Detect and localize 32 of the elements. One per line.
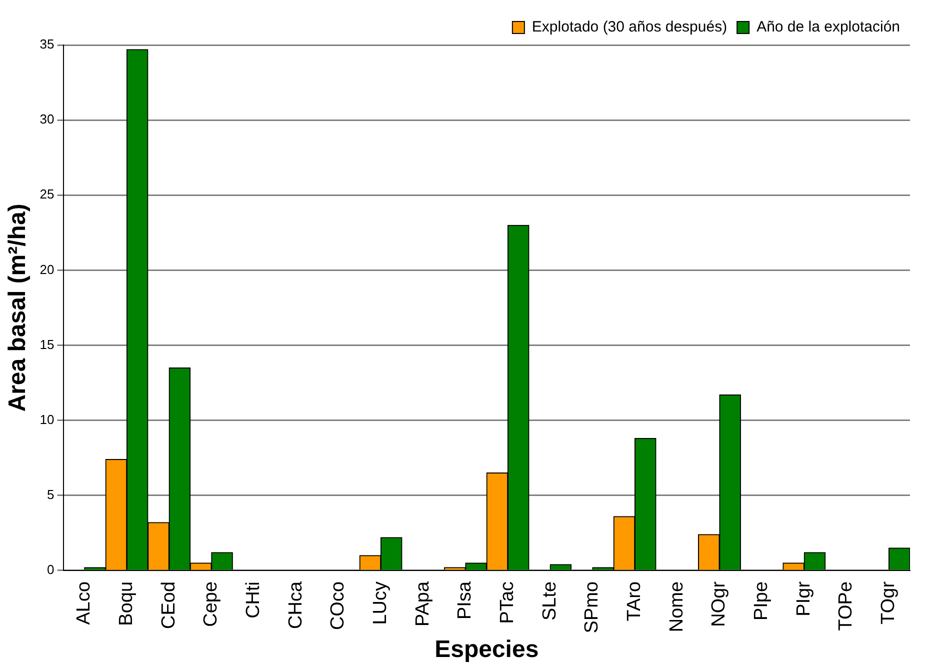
x-tick-label: PIpe (751, 581, 772, 621)
x-tick-label: ALco (74, 581, 95, 625)
x-tick-label: CEod (158, 581, 180, 629)
x-tick-label: PTac (497, 581, 518, 624)
x-tick-label: PApa (412, 581, 434, 627)
y-tick-label: 20 (40, 262, 54, 277)
y-tick-label: 25 (40, 186, 54, 202)
legend-label: Explotado (30 años después) (532, 18, 728, 36)
x-tick-label: PIgr (793, 580, 814, 616)
x-tick-label: SLte (539, 581, 560, 621)
x-tick-label: NOgr (708, 580, 730, 627)
y-tick-label: 10 (40, 412, 54, 427)
x-axis-title: Especies (434, 636, 539, 664)
y-tick-label: 0 (47, 562, 54, 578)
x-tick-label: COco (328, 581, 349, 630)
legend-label: Año de la explotación (756, 18, 900, 36)
x-tick-label: CHca (285, 581, 306, 629)
x-tick-label: TOPe (836, 581, 857, 631)
y-tick-label: 15 (40, 336, 54, 352)
y-tick-label: 30 (40, 112, 54, 127)
x-tick-label: Cepe (200, 581, 222, 627)
y-tick-label: 35 (40, 36, 54, 52)
x-tick-label: LUcy (370, 580, 392, 625)
y-axis-title: Area basal (m²/ha) (4, 204, 32, 412)
x-tick-label: CHti (243, 581, 264, 618)
x-tick-label: TAro (624, 581, 646, 622)
y-tick-label: 5 (47, 486, 54, 502)
x-tick-label: SPmo (582, 581, 603, 634)
x-tick-label: TOgr (878, 580, 900, 624)
x-tick-label: PIsa (454, 581, 476, 620)
x-tick-label: Nome (666, 581, 688, 632)
x-tick-label: Boqu (116, 581, 137, 626)
